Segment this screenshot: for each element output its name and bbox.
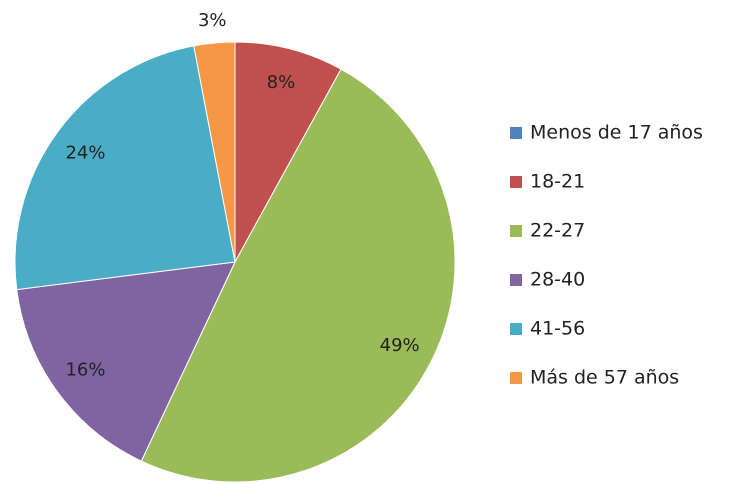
legend-label: 22-27 [530, 220, 585, 242]
legend-swatch [510, 372, 522, 384]
slice-label: 3% [198, 10, 227, 31]
legend-label: 28-40 [530, 269, 585, 291]
pie-slice [14, 45, 236, 291]
pie-slice [16, 261, 236, 462]
slice-label: 16% [65, 360, 105, 381]
legend-label: Más de 57 años [530, 367, 679, 389]
pie-slice [140, 68, 456, 483]
legend-swatch [510, 127, 522, 139]
slice-label: 49% [380, 335, 420, 356]
slice-label: 24% [65, 142, 105, 163]
legend-swatch [510, 176, 522, 188]
legend-label: 18-21 [530, 171, 585, 193]
legend-label: 41-56 [530, 318, 585, 340]
pie-slice [193, 41, 236, 263]
slice-label: 8% [267, 72, 296, 93]
legend-swatch [510, 323, 522, 335]
legend-label: Menos de 17 años [530, 122, 703, 144]
legend-swatch [510, 274, 522, 286]
pie-slice [234, 41, 342, 263]
legend-swatch [510, 225, 522, 237]
